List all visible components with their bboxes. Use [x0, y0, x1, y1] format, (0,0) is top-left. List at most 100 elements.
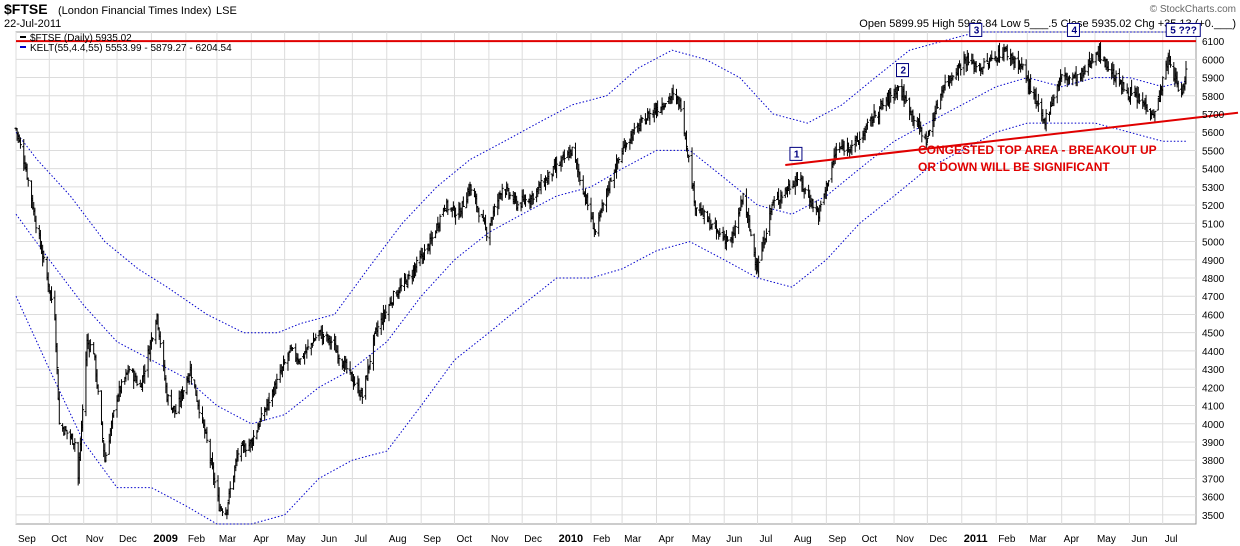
y-tick-label: 5200	[1202, 201, 1225, 212]
x-tick-label: Jun	[726, 534, 742, 545]
x-tick-label: Jun	[1131, 534, 1147, 545]
wave-marker-label: 5 ???	[1170, 25, 1197, 36]
legend-kelt: KELT(55,4.4,55) 5553.99 - 5879.27 - 6204…	[30, 43, 232, 54]
y-tick-label: 5700	[1202, 110, 1225, 121]
x-tick-label: Dec	[524, 534, 542, 545]
brand-label: © StockCharts.com	[1150, 4, 1236, 15]
wave-markers: 1 2 3 4 5 ???	[789, 22, 1201, 161]
wave-marker-label: 2	[901, 66, 907, 77]
x-tick-label: Dec	[119, 534, 137, 545]
y-tick-label: 4400	[1202, 347, 1225, 358]
chart-name: (London Financial Times Index)	[58, 5, 211, 17]
x-tick-label: Jun	[321, 534, 337, 545]
keltner-upper	[15, 31, 1186, 334]
keltner-channel	[15, 31, 1187, 525]
y-tick-label: 5900	[1202, 74, 1225, 85]
y-tick-label: 5300	[1202, 183, 1225, 194]
y-tick-label: 4600	[1202, 310, 1225, 321]
y-tick-label: 4800	[1202, 274, 1225, 285]
x-tick-label: May	[692, 534, 711, 545]
x-tick-label: Jul	[354, 534, 367, 545]
x-axis: Sep Oct Nov Dec 2009 Feb Mar Apr May Jun Jul Aug Sep…	[18, 533, 1177, 545]
y-tick-label: 4900	[1202, 256, 1225, 267]
trend-lines	[16, 40, 1239, 167]
x-tick-label: Feb	[998, 534, 1016, 545]
x-tick-label: Oct	[51, 534, 67, 545]
y-tick-label: 4200	[1202, 383, 1225, 394]
x-tick-label: Oct	[456, 534, 472, 545]
x-tick-label: Jul	[1165, 534, 1178, 545]
x-tick-label: May	[287, 534, 306, 545]
wave-marker: 1	[789, 146, 803, 161]
y-tick-label: 3500	[1202, 511, 1225, 522]
y-tick-label: 5100	[1202, 219, 1225, 230]
y-tick-label: 3800	[1202, 456, 1225, 467]
x-tick-label: Apr	[1064, 534, 1080, 545]
x-tick-label: Aug	[389, 534, 407, 545]
y-tick-label: 5800	[1202, 92, 1225, 103]
y-tick-label: 4000	[1202, 420, 1225, 431]
x-tick-label: May	[1097, 534, 1116, 545]
x-tick-label: Sep	[828, 534, 846, 545]
chart-exchange: LSE	[216, 5, 237, 17]
wave-marker-box	[789, 146, 803, 161]
legend-price: $FTSE (Daily) 5935.02	[30, 33, 132, 44]
y-tick-label: 5500	[1202, 146, 1225, 157]
x-tick-label: Nov	[86, 534, 104, 545]
wave-marker-label: 4	[1071, 25, 1077, 36]
chart-symbol: $FTSE	[4, 1, 48, 17]
x-tick-label: 2011	[964, 533, 988, 545]
x-tick-label: Nov	[896, 534, 914, 545]
x-tick-label: Nov	[491, 534, 509, 545]
y-tick-label: 3600	[1202, 493, 1225, 504]
y-tick-label: 5400	[1202, 165, 1225, 176]
price-bars	[14, 40, 1188, 520]
grid-layer	[15, 32, 1196, 524]
x-tick-label: Feb	[593, 534, 611, 545]
wave-marker: 4	[1066, 22, 1080, 37]
x-tick-label: Jul	[760, 534, 773, 545]
wave-marker-box	[1066, 22, 1080, 37]
x-tick-label: Mar	[1029, 534, 1047, 545]
x-tick-label: Sep	[18, 534, 36, 545]
chart-date: 22-Jul-2011	[4, 18, 61, 30]
wave-marker: 5 ???	[1165, 22, 1201, 37]
wave-marker-label: 1	[794, 149, 800, 160]
annotation-line-1: CONGESTED TOP AREA - BREAKOUT UP	[918, 143, 1157, 157]
keltner-lower	[15, 122, 1186, 525]
wave-marker-box	[969, 22, 983, 37]
x-tick-label: Aug	[794, 534, 812, 545]
x-tick-label: Feb	[188, 534, 206, 545]
wave-marker-box	[896, 63, 910, 78]
wave-marker-label: 3	[974, 25, 980, 36]
y-tick-label: 5600	[1202, 128, 1225, 139]
support-line	[785, 111, 1239, 167]
keltner-middle	[15, 77, 1187, 425]
y-tick-label: 4500	[1202, 329, 1225, 340]
x-tick-label: 2010	[559, 533, 583, 545]
x-tick-label: Apr	[659, 534, 675, 545]
y-axis: 3500 3600 3700 3800 3900 4000 4100 4200 4300 4400…	[1202, 37, 1225, 522]
x-tick-label: Sep	[423, 534, 441, 545]
y-tick-label: 3700	[1202, 474, 1225, 485]
x-tick-label: Oct	[862, 534, 878, 545]
y-tick-label: 6100	[1202, 37, 1225, 48]
y-tick-label: 6000	[1202, 55, 1225, 66]
annotation-line-2: OR DOWN WILL BE SIGNIFICANT	[918, 160, 1110, 174]
wave-marker: 2	[896, 63, 910, 78]
wave-marker-box	[1165, 22, 1201, 37]
wave-marker: 3	[969, 22, 983, 37]
legend: $FTSE (Daily) 5935.02 KELT(55,4.4,55) 55…	[20, 33, 232, 54]
y-tick-label: 4100	[1202, 402, 1225, 413]
y-tick-label: 4300	[1202, 365, 1225, 376]
x-tick-label: Apr	[253, 534, 269, 545]
y-tick-label: 5000	[1202, 238, 1225, 249]
x-tick-label: Mar	[219, 534, 237, 545]
y-tick-label: 3900	[1202, 438, 1225, 449]
ohlc-readout: Open 5899.95 High 5966.84 Low 5___.5 Clo…	[859, 18, 1236, 30]
x-tick-label: 2009	[153, 533, 177, 545]
x-tick-label: Mar	[624, 534, 642, 545]
y-tick-label: 4700	[1202, 292, 1225, 303]
